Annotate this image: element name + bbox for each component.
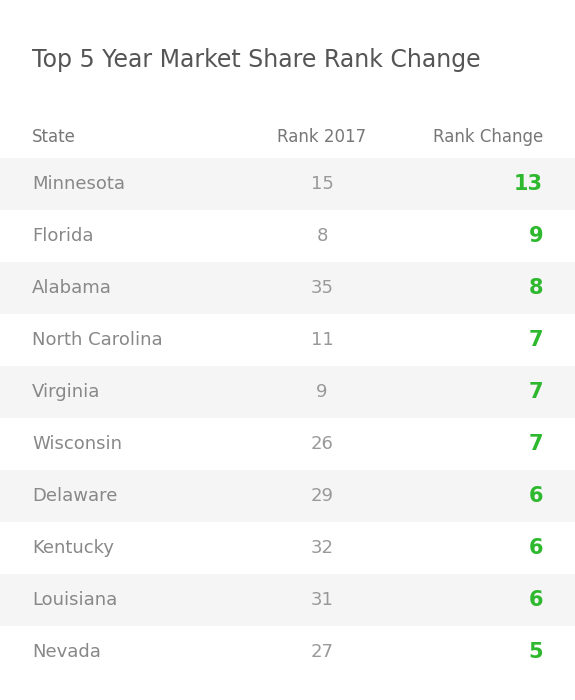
Text: Rank 2017: Rank 2017 xyxy=(278,128,367,146)
Text: 13: 13 xyxy=(514,174,543,194)
Text: 32: 32 xyxy=(310,539,333,557)
Text: 31: 31 xyxy=(310,591,333,609)
Text: Wisconsin: Wisconsin xyxy=(32,435,122,453)
Text: 27: 27 xyxy=(310,643,333,661)
Text: Louisiana: Louisiana xyxy=(32,591,117,609)
Text: 29: 29 xyxy=(310,487,333,505)
Text: 35: 35 xyxy=(310,279,333,297)
Text: 7: 7 xyxy=(528,434,543,454)
Bar xyxy=(0,418,575,470)
Text: Virginia: Virginia xyxy=(32,383,101,401)
Bar xyxy=(0,574,575,626)
Bar xyxy=(0,522,575,574)
Text: 6: 6 xyxy=(528,590,543,610)
Text: Kentucky: Kentucky xyxy=(32,539,114,557)
Text: Minnesota: Minnesota xyxy=(32,175,125,193)
Text: 5: 5 xyxy=(528,642,543,662)
Bar xyxy=(0,314,575,366)
Text: Top 5 Year Market Share Rank Change: Top 5 Year Market Share Rank Change xyxy=(32,48,481,72)
Bar xyxy=(0,262,575,314)
Text: 11: 11 xyxy=(310,331,333,349)
Text: Delaware: Delaware xyxy=(32,487,117,505)
Text: 8: 8 xyxy=(316,227,328,245)
Text: 15: 15 xyxy=(310,175,333,193)
Text: 6: 6 xyxy=(528,486,543,506)
Text: Nevada: Nevada xyxy=(32,643,101,661)
Text: 8: 8 xyxy=(528,278,543,298)
Text: Florida: Florida xyxy=(32,227,94,245)
Text: State: State xyxy=(32,128,76,146)
Bar xyxy=(0,470,575,522)
Bar xyxy=(0,210,575,262)
Bar xyxy=(0,366,575,418)
Text: 7: 7 xyxy=(528,330,543,350)
Bar xyxy=(0,158,575,210)
Text: 6: 6 xyxy=(528,538,543,558)
Bar xyxy=(0,626,575,678)
Text: Alabama: Alabama xyxy=(32,279,112,297)
Text: North Carolina: North Carolina xyxy=(32,331,163,349)
Text: Rank Change: Rank Change xyxy=(433,128,543,146)
Text: 7: 7 xyxy=(528,382,543,402)
Text: 9: 9 xyxy=(528,226,543,246)
Text: 9: 9 xyxy=(316,383,328,401)
Text: 26: 26 xyxy=(310,435,333,453)
